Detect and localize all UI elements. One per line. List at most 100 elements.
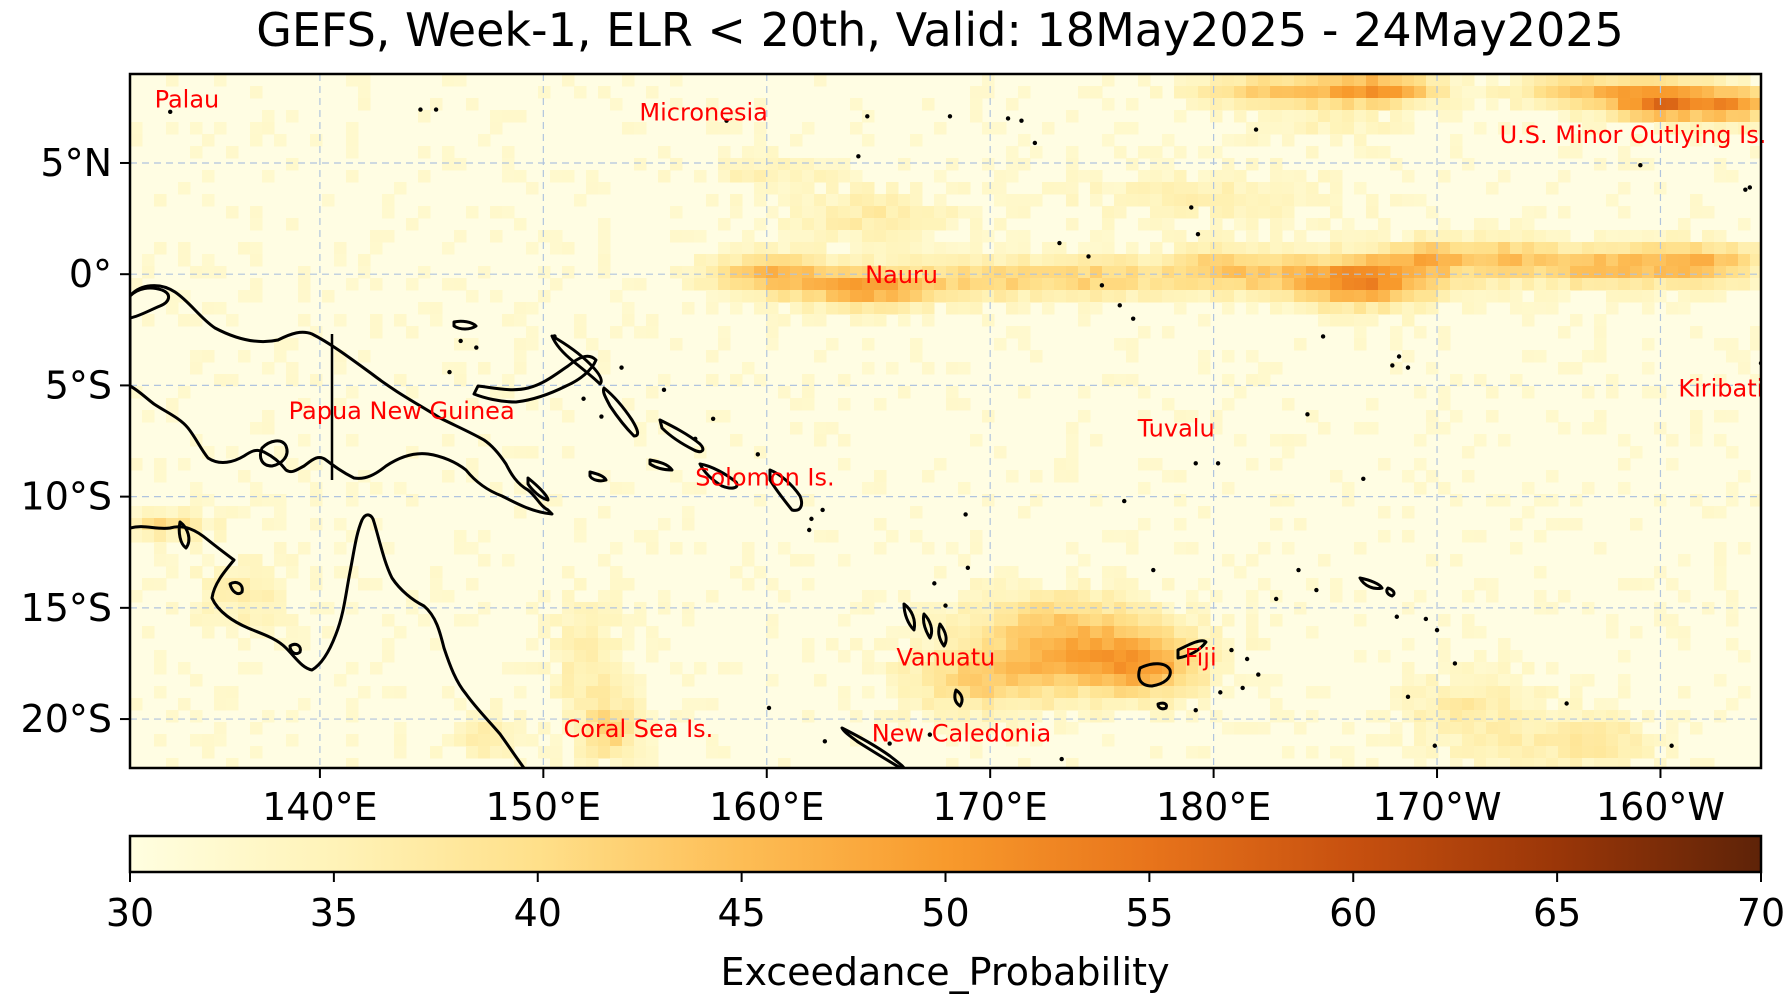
- field-cell: [1126, 278, 1139, 291]
- field-cell: [1354, 98, 1367, 111]
- field-cell: [1474, 746, 1487, 759]
- field-cell: [1294, 98, 1307, 111]
- field-cell: [1630, 86, 1643, 99]
- field-cell: [826, 278, 839, 291]
- field-cell: [1546, 662, 1559, 675]
- field-cell: [1486, 74, 1499, 87]
- field-cell: [1570, 698, 1583, 711]
- field-cell: [1354, 254, 1367, 267]
- island-dot: [1390, 363, 1395, 368]
- field-cell: [850, 242, 863, 255]
- field-cell: [1714, 170, 1727, 183]
- field-cell: [154, 458, 167, 471]
- field-cell: [946, 278, 959, 291]
- field-cell: [1690, 242, 1703, 255]
- field-cell: [334, 518, 347, 531]
- field-cell: [670, 230, 683, 243]
- island-dot: [1296, 567, 1301, 573]
- field-cell: [1042, 254, 1055, 267]
- field-cell: [970, 674, 983, 687]
- field-cell: [598, 674, 611, 687]
- field-cell: [778, 158, 791, 171]
- field-cell: [1498, 698, 1511, 711]
- field-cell: [1306, 266, 1319, 279]
- field-cell: [1198, 74, 1211, 87]
- field-cell: [1162, 650, 1175, 663]
- field-cell: [850, 170, 863, 183]
- field-cell: [1558, 710, 1571, 723]
- field-cell: [994, 290, 1007, 303]
- field-cell: [730, 662, 743, 675]
- field-cell: [1402, 290, 1415, 303]
- field-cell: [1078, 686, 1091, 699]
- field-cell: [1594, 278, 1607, 291]
- island-dot: [927, 732, 933, 737]
- field-cell: [1630, 734, 1643, 747]
- field-cell: [1282, 746, 1295, 759]
- field-cell: [1402, 530, 1415, 543]
- field-cell: [574, 314, 587, 327]
- field-cell: [670, 74, 683, 87]
- field-cell: [154, 734, 167, 747]
- field-cell: [958, 638, 971, 651]
- field-cell: [1018, 134, 1031, 147]
- field-cell: [550, 398, 563, 411]
- island-dot: [1215, 461, 1221, 466]
- field-cell: [1066, 194, 1079, 207]
- field-cell: [550, 674, 563, 687]
- field-cell: [322, 290, 335, 303]
- field-cell: [1606, 110, 1619, 123]
- field-cell: [1618, 650, 1631, 663]
- field-cell: [1150, 170, 1163, 183]
- field-cell: [1618, 110, 1631, 123]
- field-cell: [946, 662, 959, 675]
- field-cell: [910, 266, 923, 279]
- field-cell: [1066, 266, 1079, 279]
- field-cell: [982, 686, 995, 699]
- field-cell: [1594, 86, 1607, 99]
- field-cell: [1354, 146, 1367, 159]
- field-cell: [178, 254, 191, 267]
- field-cell: [1522, 314, 1535, 327]
- field-cell: [886, 254, 899, 267]
- field-cell: [1006, 254, 1019, 267]
- field-cell: [1582, 674, 1595, 687]
- field-cell: [1018, 590, 1031, 603]
- field-cell: [538, 266, 551, 279]
- field-cell: [874, 482, 887, 495]
- colorbar-tick-label: 70: [1737, 891, 1785, 935]
- field-cell: [622, 614, 635, 627]
- field-cell: [1366, 86, 1379, 99]
- field-cell: [1198, 266, 1211, 279]
- field-cell: [934, 458, 947, 471]
- field-cell: [214, 518, 227, 531]
- field-cell: [430, 98, 443, 111]
- field-cell: [1078, 314, 1091, 327]
- field-cell: [1570, 686, 1583, 699]
- field-cell: [1402, 746, 1415, 759]
- field-cell: [946, 398, 959, 411]
- field-cell: [286, 458, 299, 471]
- field-cell: [1018, 230, 1031, 243]
- field-cell: [262, 494, 275, 507]
- field-cell: [1222, 206, 1235, 219]
- field-cell: [946, 734, 959, 747]
- field-cell: [646, 746, 659, 759]
- field-cell: [1738, 650, 1751, 663]
- field-cell: [814, 674, 827, 687]
- island-dot: [1059, 756, 1064, 762]
- island-dot: [1638, 162, 1643, 168]
- field-cell: [742, 578, 755, 591]
- field-cell: [1186, 674, 1199, 687]
- field-cell: [790, 218, 803, 231]
- field-cell: [478, 734, 491, 747]
- field-cell: [1618, 146, 1631, 159]
- field-cell: [466, 290, 479, 303]
- field-cell: [1678, 686, 1691, 699]
- field-cell: [922, 638, 935, 651]
- field-cell: [1366, 734, 1379, 747]
- field-cell: [1150, 686, 1163, 699]
- field-cell: [1114, 290, 1127, 303]
- field-cell: [622, 674, 635, 687]
- field-cell: [646, 314, 659, 327]
